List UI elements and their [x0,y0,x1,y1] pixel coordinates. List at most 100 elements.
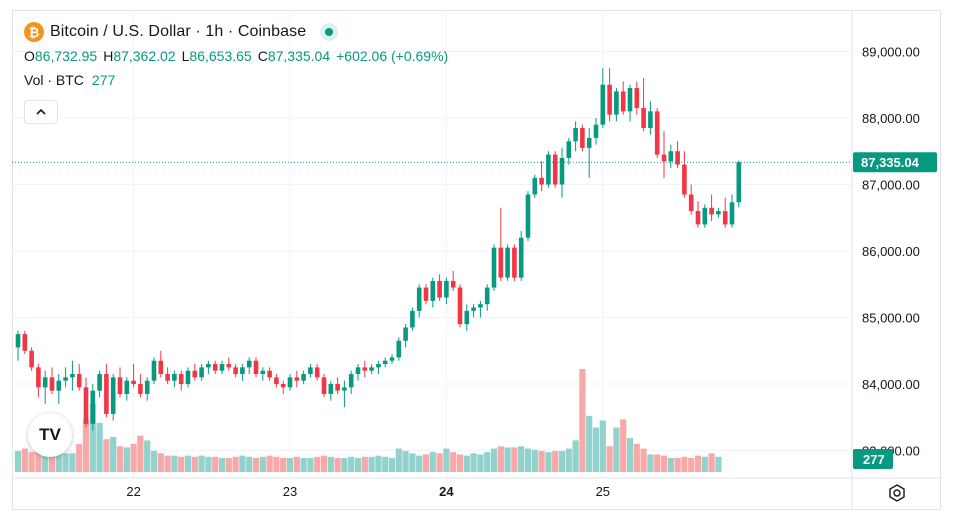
volume-bar [82,419,90,472]
candle-body [593,124,599,138]
candle-body [240,367,245,375]
candle-body [199,367,204,378]
volume-bar [633,443,640,472]
volume-bar [212,456,219,472]
volume-bar [48,447,56,472]
tradingview-logo[interactable]: TV [28,413,72,457]
candle-body [654,111,660,155]
last-price-badge [853,152,937,173]
candle-body [212,364,218,371]
candle-body [539,177,544,185]
candle-body [301,374,306,381]
volume-bar [484,452,491,472]
volume-bar [701,456,708,472]
candle-body [104,374,109,414]
volume-bar [715,456,722,472]
candle-body [729,202,735,225]
volume-bar [137,435,144,472]
price-axis[interactable]: 89,000.00 88,000.00 87,000.00 86,000.00 85,0… [853,45,937,470]
volume-bar [354,457,362,472]
volume-bar [429,452,436,472]
volume-bar [654,454,661,472]
volume-bar [436,453,443,472]
volume-bar [62,453,69,472]
volume-bar [198,455,205,472]
market-open-status-icon[interactable] [320,23,339,41]
volume-bar [538,450,545,472]
volume-bar [314,456,321,472]
time-axis[interactable]: 22 23 24 25 [126,484,610,499]
candle-body [648,111,653,128]
volume-bar [110,436,117,472]
time-tick-label: 22 [126,484,140,499]
volume-bar [579,369,586,472]
volume-bar [531,449,538,472]
volume-bar [688,457,695,472]
volume-bar [395,448,402,472]
volume-bar [422,454,430,472]
volume-bar [552,450,559,472]
candle-body [688,194,694,212]
volume-bar [103,439,110,472]
candle-body [634,88,640,109]
volume-bar [42,449,49,472]
candle-body [178,374,184,384]
volume-bar [246,456,253,472]
volume-bar [259,456,266,472]
high-label: H [103,48,114,64]
volume-bar [660,455,668,472]
volume-bar [613,427,620,472]
candle-body [450,280,456,288]
candle-body [308,367,313,375]
candle-body [478,304,483,308]
candle-body [668,151,674,162]
high-value: 87,362.02 [113,48,176,64]
candle-body [559,157,565,185]
volume-bar [388,457,396,472]
volume-bar [511,447,518,472]
volume-bar [558,450,566,472]
symbol-title[interactable]: Bitcoin / U.S. Dollar · 1h · Coinbase [50,23,307,40]
candle-body [695,211,701,225]
volume-bar [96,422,103,472]
candle-body [552,154,558,185]
candle-body [627,88,633,112]
candle-body [76,374,82,388]
candle-body [682,164,687,195]
candle-body [22,334,28,351]
candle-body [151,360,157,381]
ohlc-values: O86,732.95 H87,362.02 L86,653.65 C87,335… [24,48,448,64]
volume-bar [606,446,613,472]
candle-body [675,151,680,165]
candle-body [15,334,21,348]
candle-body [342,387,347,391]
candle-body [505,247,510,278]
volume-bar [456,454,464,472]
volume-bar [116,446,124,472]
volume-bar [348,456,355,472]
volume-bar [205,456,212,472]
volume-bar [157,453,164,472]
candle-body [253,360,259,375]
candle-body [518,237,524,278]
candle-body [321,377,327,394]
candle-body [702,207,708,225]
chart-settings-icon[interactable] [887,483,907,503]
volume-bar [518,446,525,472]
volume-bar [144,440,151,472]
volume-value: 277 [91,72,116,88]
collapse-legend-button[interactable] [24,100,58,124]
volume-bar [443,448,450,472]
candle-body [294,377,300,381]
candle-body [376,364,381,368]
volume-bar [402,450,409,472]
candle-body [206,364,211,368]
candlestick-chart[interactable]: 89,000.00 88,000.00 87,000.00 86,000.00 85,0… [12,10,941,510]
volume-bar [382,456,389,472]
volume-bar [89,404,96,472]
candle-body [63,377,68,381]
volume-bar [178,456,185,472]
volume-bar [123,447,130,472]
candle-body [158,360,164,375]
volume-bar [273,456,280,472]
